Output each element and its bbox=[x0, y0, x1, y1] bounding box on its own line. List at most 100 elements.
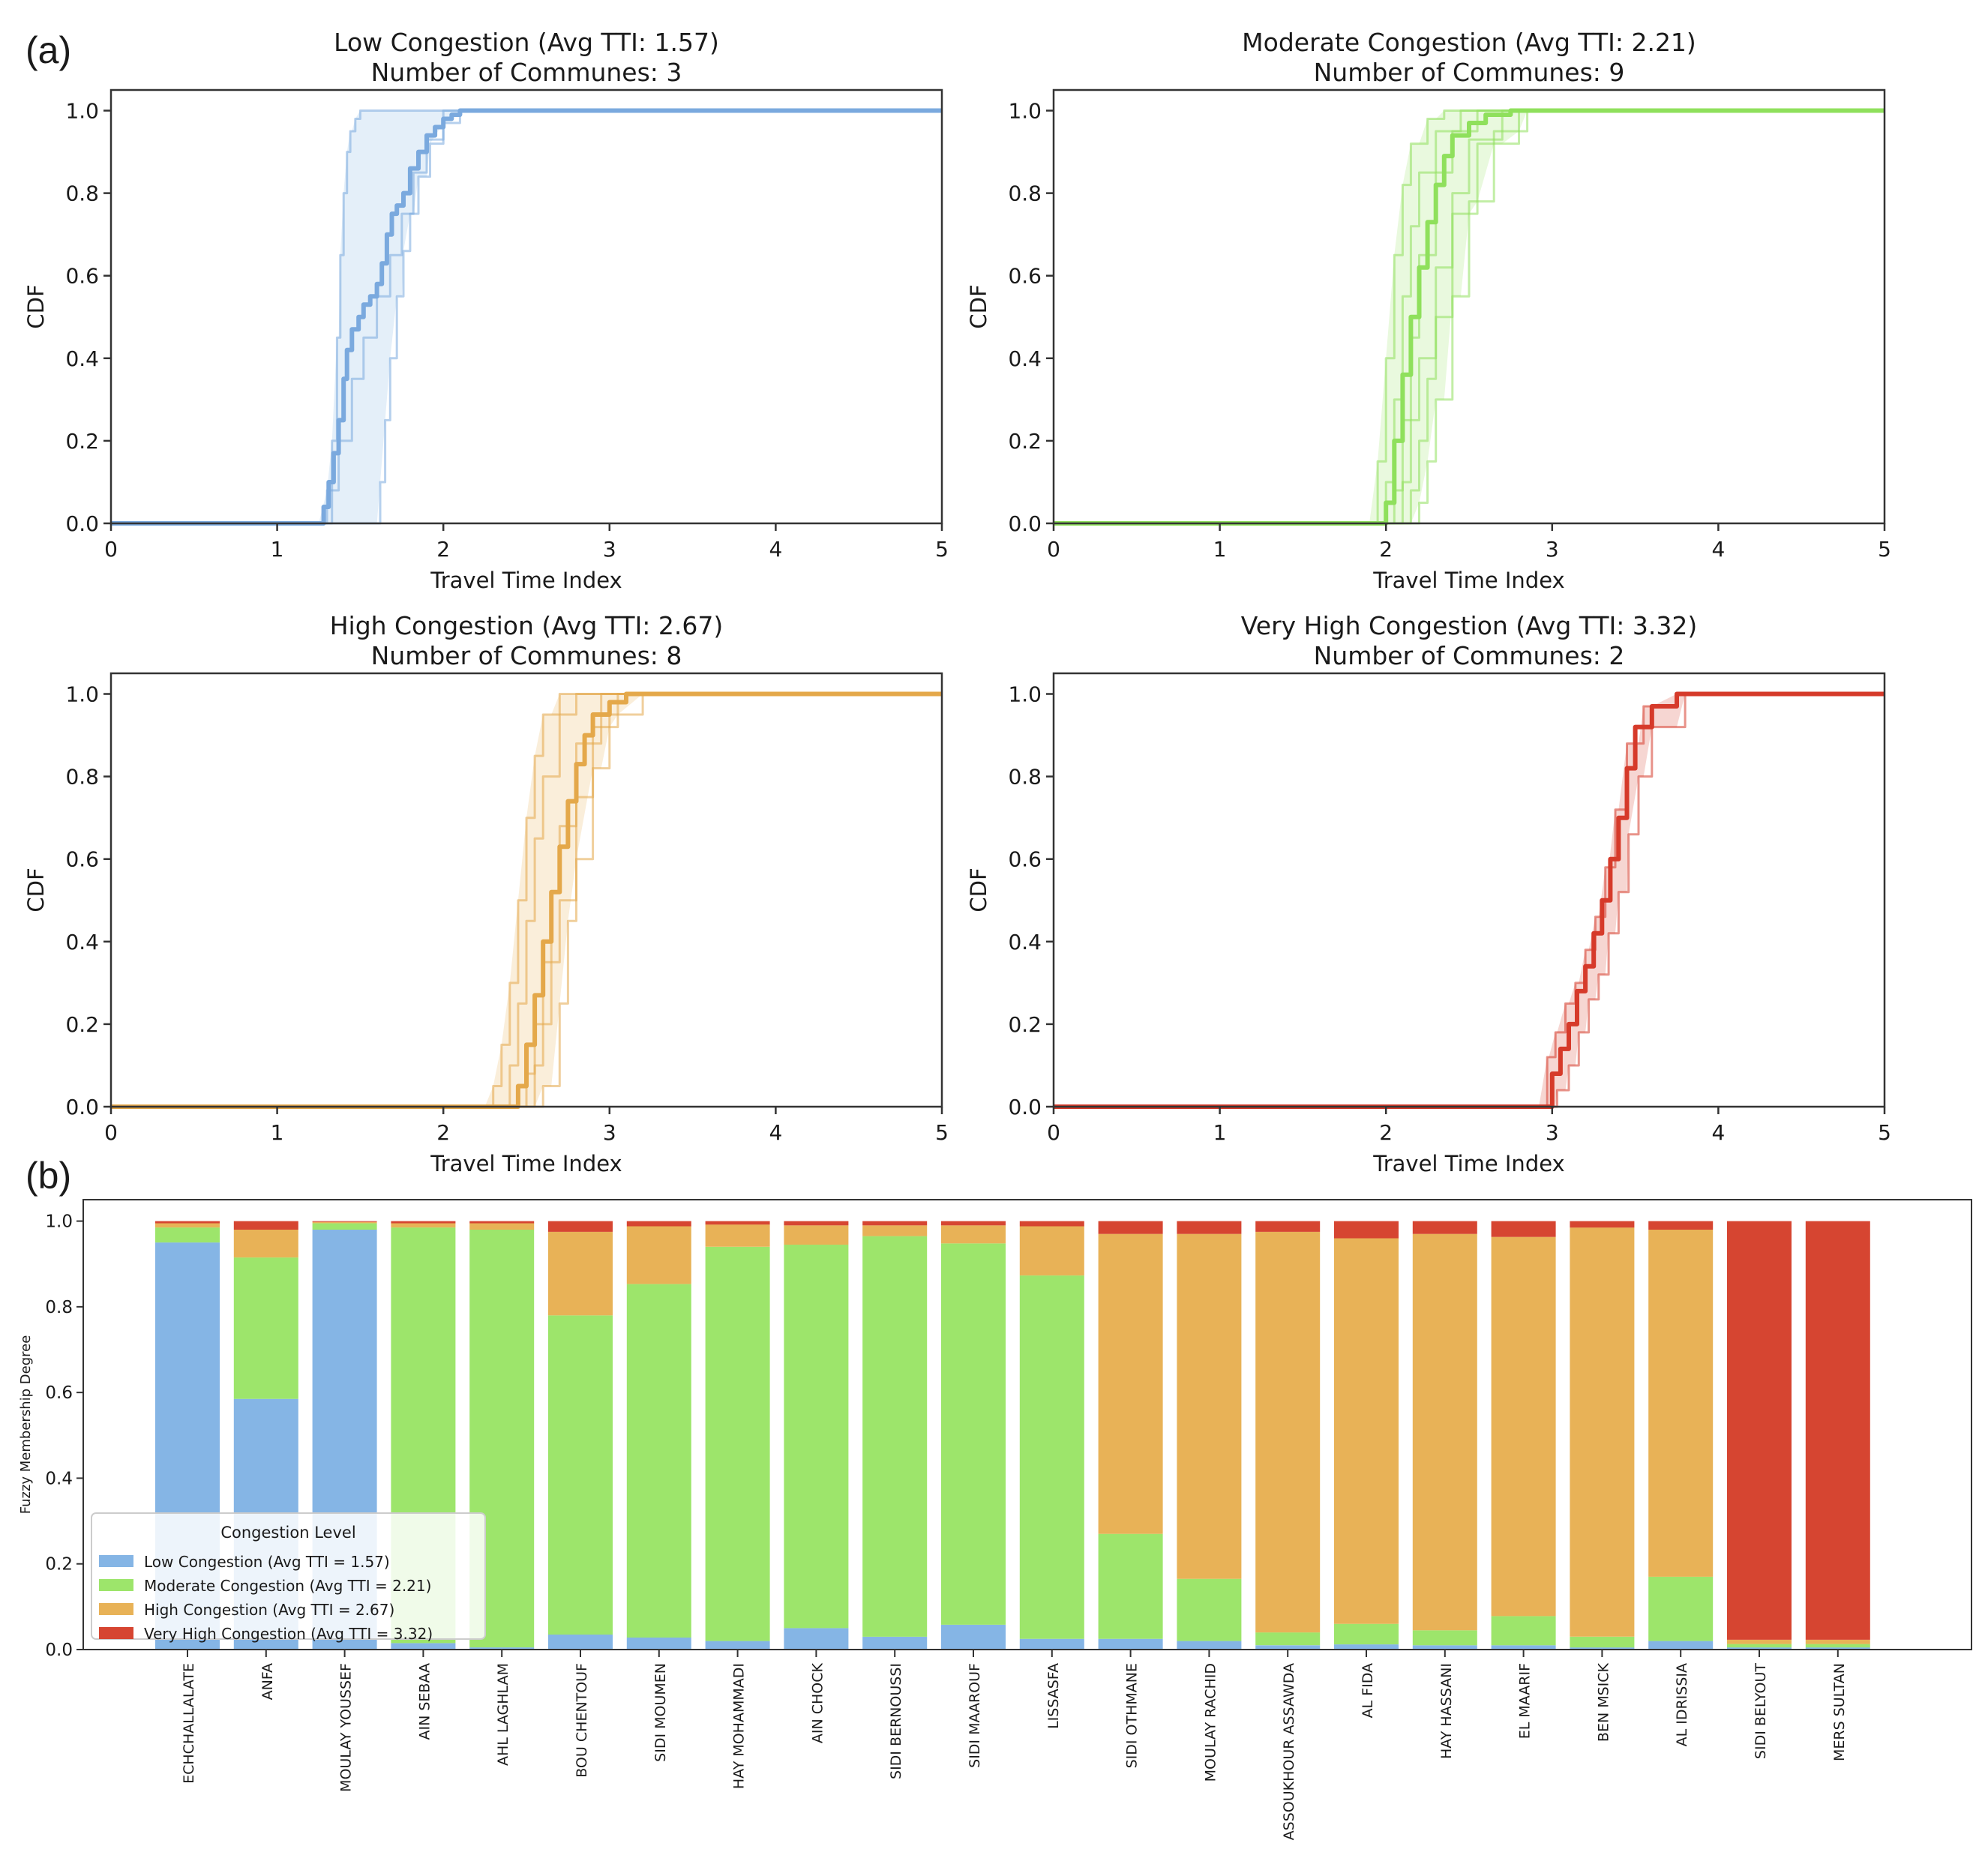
bar-segment bbox=[1727, 1221, 1792, 1640]
plot-frame bbox=[82, 1199, 1972, 1650]
y-axis-label: CDF bbox=[23, 284, 49, 328]
category-label: SIDI BELYOUT bbox=[1753, 1663, 1769, 1759]
cdf-mean-line bbox=[111, 108, 942, 526]
cdf-commune-line bbox=[1054, 109, 1885, 525]
bar-segment bbox=[862, 1636, 928, 1650]
y-tick-label: 0.2 bbox=[45, 1555, 73, 1575]
bar-segment bbox=[626, 1221, 691, 1227]
x-tick-label: 4 bbox=[1711, 1120, 1725, 1145]
membership-bar-chart: ECHCHALLALATE ANFA MOULAY YOUSSEF AIN SEBAA… bbox=[18, 1199, 1972, 1840]
category-label: AIN CHOCK bbox=[809, 1662, 826, 1743]
bar-segment bbox=[705, 1224, 770, 1247]
bar-segment bbox=[548, 1635, 613, 1650]
y-tick-label: 0.2 bbox=[65, 1012, 99, 1037]
chart-title: High Congestion (Avg TTI: 2.67) bbox=[330, 611, 724, 640]
chart-subtitle: Number of Communes: 9 bbox=[1314, 58, 1625, 87]
y-tick-label: 0.2 bbox=[1008, 1012, 1042, 1037]
bar-segment bbox=[1334, 1644, 1399, 1650]
category-label: LISSASFA bbox=[1045, 1663, 1062, 1729]
category-label: MOULAY YOUSSEF bbox=[338, 1663, 355, 1792]
category-label: AIN SEBAA bbox=[416, 1663, 433, 1740]
x-tick-label: 0 bbox=[104, 1120, 118, 1145]
x-axis-label: Travel Time Index bbox=[430, 1151, 622, 1176]
bar-segment bbox=[155, 1223, 220, 1228]
cdf-commune-line bbox=[1054, 109, 1885, 525]
bar-segment bbox=[1334, 1623, 1399, 1645]
bar-segment bbox=[626, 1226, 691, 1284]
bar-segment bbox=[155, 1227, 220, 1243]
cdf-panel-3: 0 1 2 3 4 5 0.0 0.2 0.4 0.6 0.8 1.0 High Congestion … bbox=[23, 611, 949, 1176]
x-axis-label: Travel Time Index bbox=[430, 568, 622, 593]
legend-label: High Congestion (Avg TTI = 2.67) bbox=[144, 1601, 394, 1619]
bar-segment bbox=[941, 1243, 1006, 1625]
bar-segment bbox=[705, 1641, 770, 1650]
category-label: SIDI MAAROUF bbox=[967, 1663, 983, 1768]
bar-segment bbox=[312, 1223, 377, 1230]
bar-segment bbox=[1491, 1616, 1556, 1646]
bar-segment bbox=[1570, 1647, 1635, 1650]
legend-swatch bbox=[99, 1579, 133, 1591]
bar-segment bbox=[862, 1221, 928, 1226]
bar-segment bbox=[1805, 1221, 1870, 1640]
chart-title: Very High Congestion (Avg TTI: 3.32) bbox=[1241, 611, 1697, 640]
cdf-commune-line bbox=[1054, 693, 1885, 1108]
x-tick-label: 5 bbox=[935, 1120, 949, 1145]
chart-subtitle: Number of Communes: 3 bbox=[371, 58, 682, 87]
x-tick-label: 1 bbox=[1213, 537, 1227, 562]
y-tick-label: 0.6 bbox=[1008, 847, 1042, 872]
chart-subtitle: Number of Communes: 2 bbox=[1314, 641, 1625, 670]
bar-segment bbox=[1019, 1275, 1084, 1639]
legend-label: Low Congestion (Avg TTI = 1.57) bbox=[144, 1553, 390, 1571]
bar-segment bbox=[1805, 1644, 1870, 1648]
y-tick-label: 0.4 bbox=[1008, 930, 1042, 954]
bar-segment bbox=[1570, 1227, 1635, 1637]
y-axis-label: CDF bbox=[966, 284, 991, 328]
y-tick-label: 0.6 bbox=[45, 1383, 73, 1403]
y-tick-label: 0.8 bbox=[1008, 765, 1042, 790]
x-tick-label: 3 bbox=[1546, 537, 1559, 562]
plot-frame bbox=[1052, 88, 1886, 525]
x-tick-label: 4 bbox=[1711, 537, 1725, 562]
y-tick-label: 0.8 bbox=[1008, 181, 1042, 206]
x-axis-label: Travel Time Index bbox=[1372, 1151, 1564, 1176]
x-tick-label: 3 bbox=[603, 1120, 616, 1145]
chart-title: Low Congestion (Avg TTI: 1.57) bbox=[334, 28, 719, 57]
bar-segment bbox=[705, 1221, 770, 1225]
chart-subtitle: Number of Communes: 8 bbox=[371, 641, 682, 670]
bar-segment bbox=[1177, 1233, 1242, 1579]
cdf-commune-line bbox=[1054, 109, 1885, 525]
bar-segment bbox=[941, 1221, 1006, 1226]
category-label: SIDI OTHMANE bbox=[1124, 1663, 1141, 1768]
y-tick-label: 0.0 bbox=[45, 1641, 73, 1660]
plot-frame bbox=[1052, 672, 1886, 1108]
bar-segment bbox=[626, 1638, 691, 1650]
y-tick-label: 1.0 bbox=[45, 1212, 73, 1232]
category-label: ECHCHALLALATE bbox=[181, 1663, 197, 1784]
y-tick-label: 0.4 bbox=[45, 1469, 73, 1488]
y-axis-label: CDF bbox=[966, 868, 991, 912]
bar-segment bbox=[784, 1628, 849, 1650]
category-label: SIDI MOUMEN bbox=[652, 1663, 669, 1762]
bar-segment bbox=[1648, 1641, 1714, 1650]
cdf-envelope bbox=[1054, 694, 1885, 1107]
legend-swatch bbox=[99, 1627, 133, 1639]
bar-segment bbox=[1805, 1639, 1870, 1644]
bar-segment bbox=[1412, 1645, 1477, 1650]
cdf-commune-line bbox=[111, 693, 942, 1108]
cdf-commune-line bbox=[1054, 109, 1885, 525]
bar-segment bbox=[1491, 1645, 1556, 1650]
x-tick-label: 3 bbox=[603, 537, 616, 562]
bar-segment bbox=[862, 1236, 928, 1637]
cdf-commune-line bbox=[111, 693, 942, 1108]
bar-segment bbox=[469, 1647, 535, 1650]
x-tick-label: 4 bbox=[769, 537, 782, 562]
x-tick-label: 0 bbox=[104, 537, 118, 562]
x-tick-label: 2 bbox=[436, 537, 450, 562]
bar-segment bbox=[1491, 1236, 1556, 1617]
bar-segment bbox=[1098, 1233, 1163, 1534]
y-tick-label: 0.4 bbox=[65, 930, 99, 954]
y-tick-label: 0.2 bbox=[1008, 429, 1042, 454]
bar-segment bbox=[1019, 1638, 1084, 1650]
category-label: HAY HASSANI bbox=[1438, 1663, 1455, 1759]
